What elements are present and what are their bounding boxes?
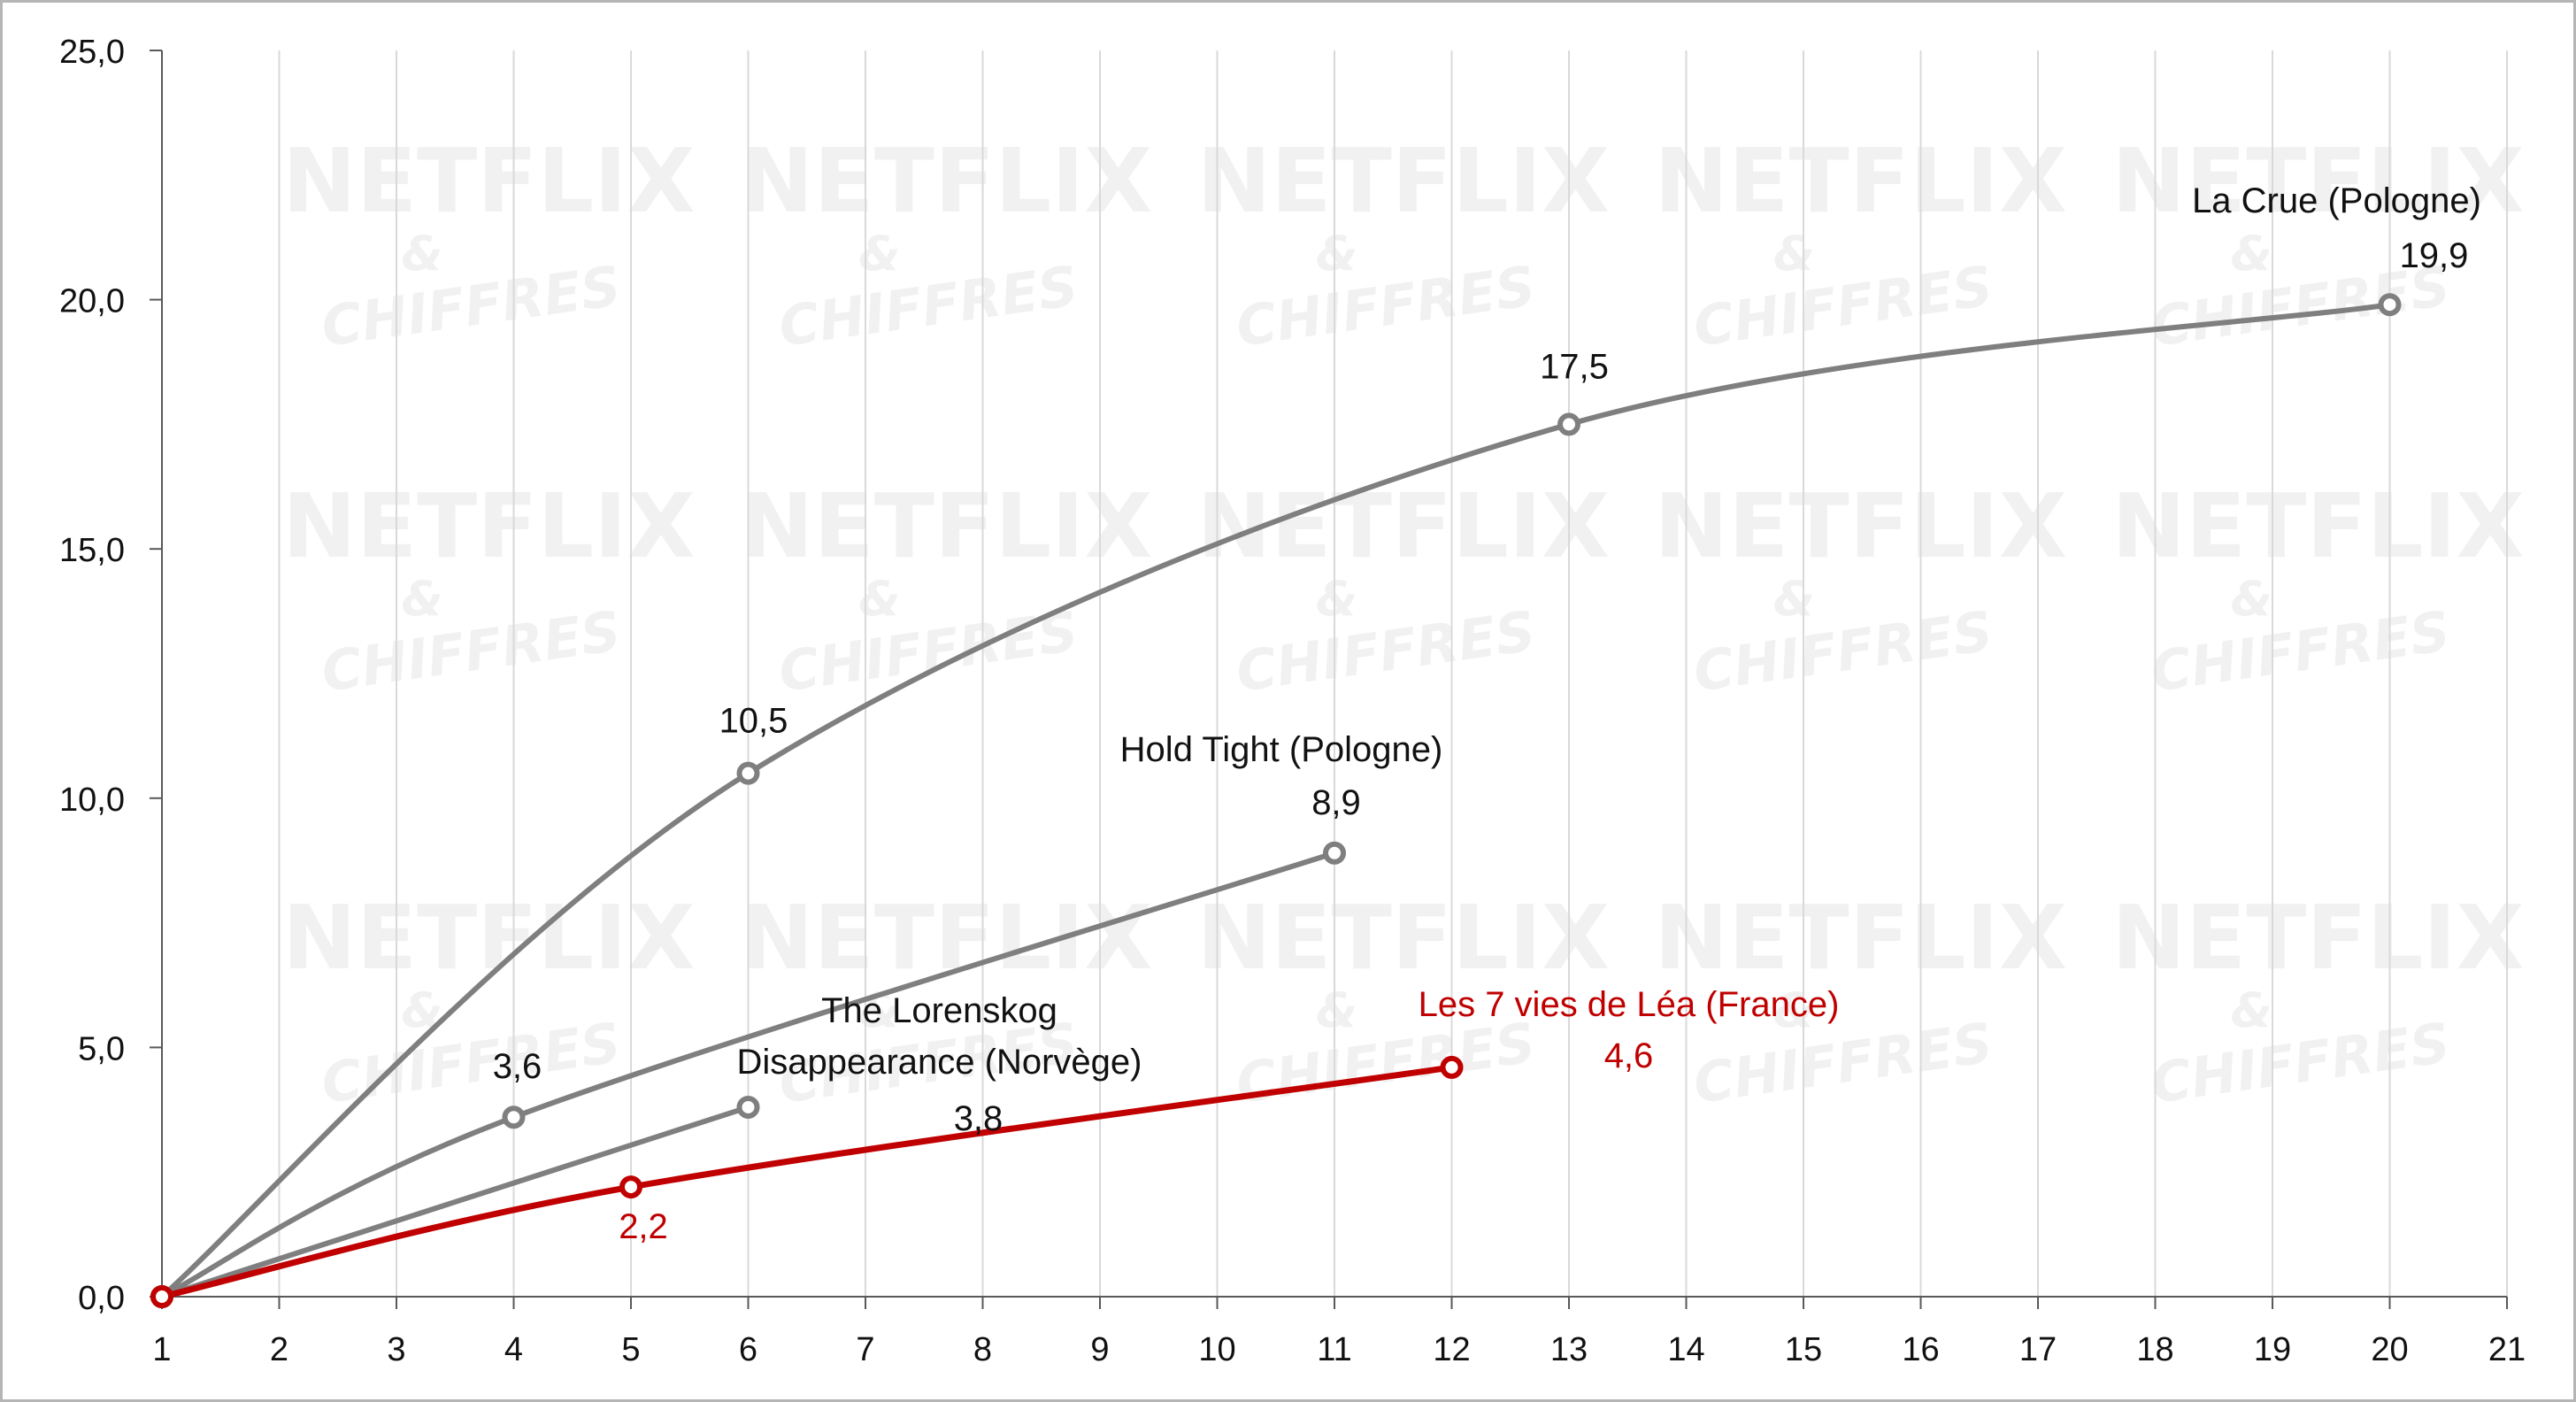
watermark-amp: & [1773, 571, 1815, 627]
watermark-sub: CHIFFRES [2147, 598, 2454, 705]
watermark-title: NETFLIX [1654, 474, 2067, 578]
watermark-amp: & [1773, 226, 1815, 281]
watermark-sub: CHIFFRES [775, 598, 1082, 705]
data-label: 19,9 [2400, 236, 2469, 275]
y-tick-label: 20,0 [59, 283, 125, 320]
watermark-title: NETFLIX [1654, 129, 2067, 233]
watermark-amp: & [1773, 982, 1815, 1038]
watermark-title: NETFLIX [1654, 886, 2067, 990]
x-tick-label: 2 [270, 1331, 288, 1368]
watermark-title: NETFLIX [1197, 886, 1611, 990]
watermark-amp: & [2231, 571, 2272, 627]
watermark-amp: & [2231, 982, 2272, 1038]
x-tick-label: 11 [1317, 1331, 1351, 1368]
watermark-title: NETFLIX [2111, 886, 2525, 990]
data-point [502, 1105, 526, 1129]
watermark-title: NETFLIX [2111, 474, 2525, 578]
watermark-amp: & [401, 982, 442, 1038]
x-tick-label: 21 [2488, 1331, 2526, 1368]
y-tick-label: 10,0 [59, 782, 125, 819]
data-point [736, 761, 760, 785]
data-point [1323, 841, 1346, 865]
watermark-sub: CHIFFRES [775, 253, 1082, 359]
x-tick-label: 17 [2019, 1331, 2057, 1368]
data-label: 8,9 [1311, 783, 1361, 822]
series-name-label: The Lorenskog [821, 991, 1057, 1030]
data-label: 17,5 [1540, 347, 1609, 386]
x-tick-label: 16 [1902, 1331, 1939, 1368]
x-tick-label: 10 [1198, 1331, 1235, 1368]
x-tick-label: 9 [1090, 1331, 1109, 1368]
x-tick-label: 1 [152, 1331, 171, 1368]
data-point [2378, 293, 2402, 317]
data-point [736, 1095, 760, 1119]
data-point [150, 1285, 173, 1308]
data-point [1440, 1055, 1464, 1079]
series-line [158, 1064, 1455, 1300]
x-tick-label: 8 [973, 1331, 992, 1368]
x-tick-label: 19 [2254, 1331, 2291, 1368]
series-name-label: Disappearance (Norvège) [736, 1043, 1142, 1082]
watermark-amp: & [1316, 571, 1357, 627]
watermark-title: NETFLIX [740, 474, 1153, 578]
series-line [159, 1104, 751, 1299]
series-name-label: Hold Tight (Pologne) [1120, 730, 1443, 769]
watermark-sub: CHIFFRES [2147, 1010, 2454, 1116]
watermark-amp: & [401, 226, 442, 281]
data-label: 3,6 [493, 1047, 542, 1086]
x-tick-label: 7 [856, 1331, 874, 1368]
watermark-amp: & [1316, 226, 1357, 281]
watermark-sub: CHIFFRES [318, 598, 625, 705]
x-tick-label: 3 [387, 1331, 405, 1368]
y-tick-label: 5,0 [78, 1030, 125, 1067]
watermark-title: NETFLIX [282, 129, 696, 233]
y-tick-label: 15,0 [59, 532, 125, 569]
x-tick-label: 14 [1667, 1331, 1704, 1368]
watermark-sub: CHIFFRES [1233, 598, 1540, 705]
watermark-sub: CHIFFRES [1233, 253, 1540, 359]
x-tick-label: 15 [1785, 1331, 1822, 1368]
line-chart: NETFLIX&CHIFFRESNETFLIX&CHIFFRESNETFLIX&… [59, 34, 2526, 1368]
y-tick-label: 0,0 [78, 1280, 125, 1317]
data-point [619, 1175, 642, 1199]
watermark-amp: & [401, 571, 442, 627]
watermark-title: NETFLIX [282, 886, 696, 990]
watermark-amp: & [2231, 226, 2272, 281]
watermark-title: NETFLIX [740, 129, 1153, 233]
watermark-sub: CHIFFRES [1233, 1010, 1540, 1116]
watermark-sub: CHIFFRES [1689, 1010, 1996, 1116]
data-label: 3,8 [954, 1099, 1003, 1138]
y-tick-label: 25,0 [59, 34, 125, 71]
series-name-label: La Crue (Pologne) [2192, 181, 2481, 220]
data-point [1557, 412, 1580, 436]
watermark-sub: CHIFFRES [318, 1010, 625, 1116]
data-label: 4,6 [1604, 1036, 1654, 1075]
series-line [159, 850, 1337, 1299]
x-tick-label: 20 [2371, 1331, 2408, 1368]
watermark-amp: & [1316, 982, 1357, 1038]
watermark-sub: CHIFFRES [318, 253, 625, 359]
x-tick-label: 12 [1433, 1331, 1470, 1368]
watermark-title: NETFLIX [2111, 129, 2525, 233]
series-line [159, 302, 2393, 1299]
x-tick-label: 4 [504, 1331, 523, 1368]
x-tick-label: 5 [621, 1331, 640, 1368]
data-label: 10,5 [719, 702, 788, 741]
watermark-title: NETFLIX [282, 474, 696, 578]
x-tick-label: 18 [2136, 1331, 2173, 1368]
x-tick-label: 13 [1550, 1331, 1588, 1368]
series-name-label: Les 7 vies de Léa (France) [1419, 985, 1840, 1024]
watermark-sub: CHIFFRES [1689, 253, 1996, 359]
watermark-sub: CHIFFRES [1689, 598, 1996, 705]
x-tick-label: 6 [739, 1331, 757, 1368]
data-label: 2,2 [619, 1207, 668, 1246]
watermark-title: NETFLIX [1197, 129, 1611, 233]
